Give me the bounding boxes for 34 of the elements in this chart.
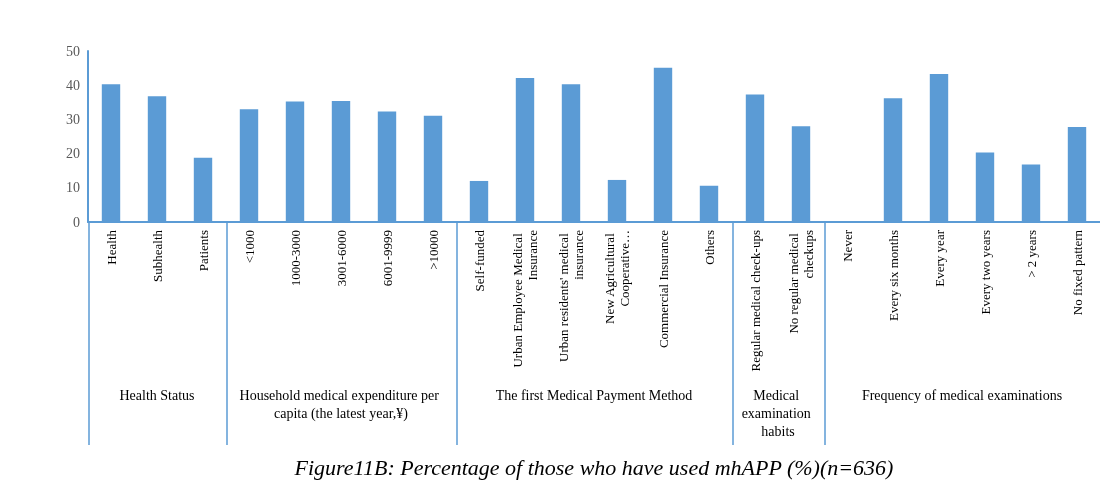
x-tick-label: 1000-3000 [287, 230, 303, 287]
x-tick-label: <1000 [241, 230, 257, 264]
x-tick-label: Patients [195, 230, 211, 272]
x-tick-label: No regular medical checkups [786, 230, 816, 334]
x-tick-label: >10000 [425, 230, 441, 270]
y-tick-label: 0 [73, 214, 80, 230]
x-tick-label: Never [839, 229, 855, 262]
x-tick-label: 6001-9999 [379, 230, 395, 287]
y-tick-label: 10 [66, 180, 80, 196]
text: Figure11B: Percentage of those who have used mhAPP (%)(n=636) [294, 455, 894, 481]
x-axis-title: Medical examination habits [741, 387, 815, 439]
x-axis-title: The first Medical Payment Method [495, 387, 693, 403]
x-tick-label: > 2 years [1023, 230, 1039, 278]
x-tick-label: Urban Employee Medical Insurance [510, 229, 540, 368]
x-tick-label: Subhealth [149, 229, 165, 282]
x-tick-label: Urban residents' medical insurance [556, 229, 586, 362]
x-tick-label: Health [103, 229, 119, 265]
x-axis-title: Health Status [119, 387, 195, 403]
x-tick-label: Commercial Insurance [655, 229, 671, 349]
y-tick-label: 40 [66, 77, 80, 93]
x-tick-label: Others [701, 230, 717, 265]
x-tick-label: Every two years [977, 230, 993, 315]
x-tick-label: Every six months [885, 230, 901, 321]
x-axis-title: Frequency of medical examinations [861, 387, 1063, 403]
y-tick-label: 50 [66, 43, 80, 59]
x-tick-label: New Agricultural Cooperative… [602, 230, 632, 324]
x-axis-title: Household medical expenditure per capita (the latest year,¥) [239, 387, 443, 422]
x-tick-label: No fixed pattern [1069, 229, 1085, 316]
x-tick-label: Regular medical check-ups [747, 230, 763, 372]
x-tick-label: 3001-6000 [333, 230, 349, 287]
y-tick-label: 20 [66, 146, 80, 162]
y-tick-label: 30 [66, 111, 80, 127]
x-tick-label: Every year [931, 229, 947, 287]
x-tick-label: Self-funded [471, 229, 487, 292]
